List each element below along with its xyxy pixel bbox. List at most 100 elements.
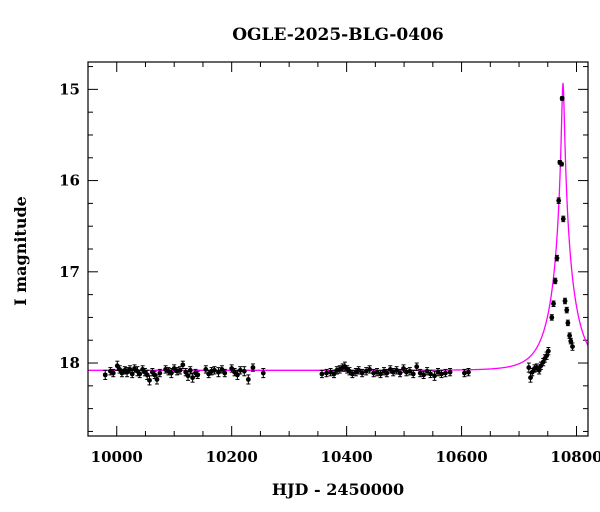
data-marker bbox=[212, 367, 217, 373]
x-tick-label: 10800 bbox=[550, 448, 600, 466]
data-marker bbox=[560, 216, 566, 222]
data-marker bbox=[319, 371, 325, 377]
data-marker bbox=[551, 301, 556, 307]
data-point bbox=[137, 369, 143, 379]
data-marker bbox=[359, 370, 365, 376]
data-point bbox=[549, 314, 555, 321]
data-point bbox=[435, 367, 441, 377]
data-marker bbox=[229, 366, 235, 371]
x-axis-label: HJD - 2450000 bbox=[272, 480, 404, 499]
data-marker bbox=[401, 366, 406, 371]
data-marker bbox=[356, 367, 362, 373]
data-point bbox=[559, 96, 565, 101]
data-point bbox=[565, 319, 571, 327]
x-tick-label: 10000 bbox=[91, 448, 143, 466]
y-tick-label: 15 bbox=[59, 80, 80, 98]
data-marker bbox=[538, 363, 544, 369]
data-marker bbox=[157, 370, 163, 376]
data-marker bbox=[177, 367, 183, 373]
data-marker bbox=[421, 372, 427, 378]
data-point bbox=[560, 215, 566, 223]
data-marker bbox=[564, 307, 570, 313]
data-marker bbox=[245, 377, 251, 382]
data-marker bbox=[397, 370, 403, 376]
data-marker bbox=[528, 375, 533, 381]
data-marker bbox=[394, 367, 400, 373]
data-point bbox=[237, 366, 243, 375]
data-marker bbox=[407, 368, 413, 374]
data-point bbox=[562, 297, 568, 305]
data-marker bbox=[237, 367, 243, 373]
x-axis-ticks: 10000 10200 10400 10600 10800 bbox=[91, 62, 600, 466]
data-point bbox=[219, 365, 225, 374]
data-marker bbox=[152, 372, 158, 378]
data-point bbox=[545, 347, 551, 356]
y-axis-label: I magnitude bbox=[11, 196, 30, 306]
x-tick-label: 10400 bbox=[321, 448, 373, 466]
data-point bbox=[447, 367, 453, 377]
data-point bbox=[528, 372, 533, 383]
data-point bbox=[319, 369, 325, 379]
data-marker bbox=[137, 371, 143, 377]
data-point bbox=[551, 300, 556, 307]
data-point bbox=[154, 374, 160, 385]
data-marker bbox=[549, 315, 555, 320]
data-point bbox=[324, 368, 329, 378]
data-marker bbox=[195, 372, 201, 378]
data-marker bbox=[241, 368, 247, 374]
data-marker bbox=[443, 370, 448, 376]
data-point bbox=[187, 366, 193, 375]
data-marker bbox=[447, 369, 453, 375]
data-point bbox=[567, 332, 573, 339]
data-marker bbox=[367, 367, 373, 372]
data-marker bbox=[568, 338, 574, 344]
data-point bbox=[407, 367, 413, 376]
data-marker bbox=[567, 333, 573, 339]
data-marker bbox=[570, 344, 575, 350]
data-marker bbox=[466, 369, 471, 375]
data-point bbox=[108, 367, 113, 376]
data-point bbox=[157, 368, 163, 378]
data-point bbox=[367, 365, 373, 374]
data-point bbox=[102, 369, 108, 380]
data-marker bbox=[129, 371, 135, 377]
data-marker bbox=[432, 373, 437, 379]
data-marker bbox=[147, 377, 152, 383]
data-marker bbox=[127, 367, 133, 372]
data-marker bbox=[526, 365, 532, 370]
data-marker bbox=[565, 320, 571, 326]
data-marker bbox=[439, 371, 444, 377]
data-marker bbox=[114, 363, 120, 369]
data-marker bbox=[410, 371, 416, 377]
data-point bbox=[532, 364, 537, 373]
chart-title: OGLE-2025-BLG-0406 bbox=[232, 25, 444, 45]
plot-area bbox=[88, 82, 588, 386]
data-point bbox=[195, 370, 201, 380]
data-point bbox=[356, 366, 362, 375]
data-point bbox=[443, 368, 448, 378]
data-point bbox=[260, 367, 266, 379]
y-tick-label: 17 bbox=[59, 263, 80, 281]
data-marker bbox=[260, 370, 266, 376]
data-point bbox=[559, 161, 564, 167]
data-point bbox=[439, 369, 444, 379]
data-marker bbox=[545, 348, 551, 354]
data-marker bbox=[222, 370, 228, 376]
data-marker bbox=[154, 377, 160, 382]
data-marker bbox=[554, 255, 560, 261]
data-marker bbox=[552, 278, 558, 284]
data-point bbox=[552, 277, 558, 285]
data-marker bbox=[187, 367, 193, 373]
data-point bbox=[570, 342, 575, 351]
model-curve bbox=[88, 82, 588, 371]
x-tick-label: 10200 bbox=[206, 448, 258, 466]
data-marker bbox=[331, 371, 337, 377]
data-marker bbox=[219, 367, 225, 372]
data-marker bbox=[190, 375, 195, 381]
data-point bbox=[378, 369, 383, 379]
data-marker bbox=[428, 371, 433, 377]
data-point bbox=[229, 364, 235, 373]
data-marker bbox=[529, 369, 535, 375]
data-point bbox=[250, 363, 256, 372]
data-marker bbox=[185, 373, 191, 379]
